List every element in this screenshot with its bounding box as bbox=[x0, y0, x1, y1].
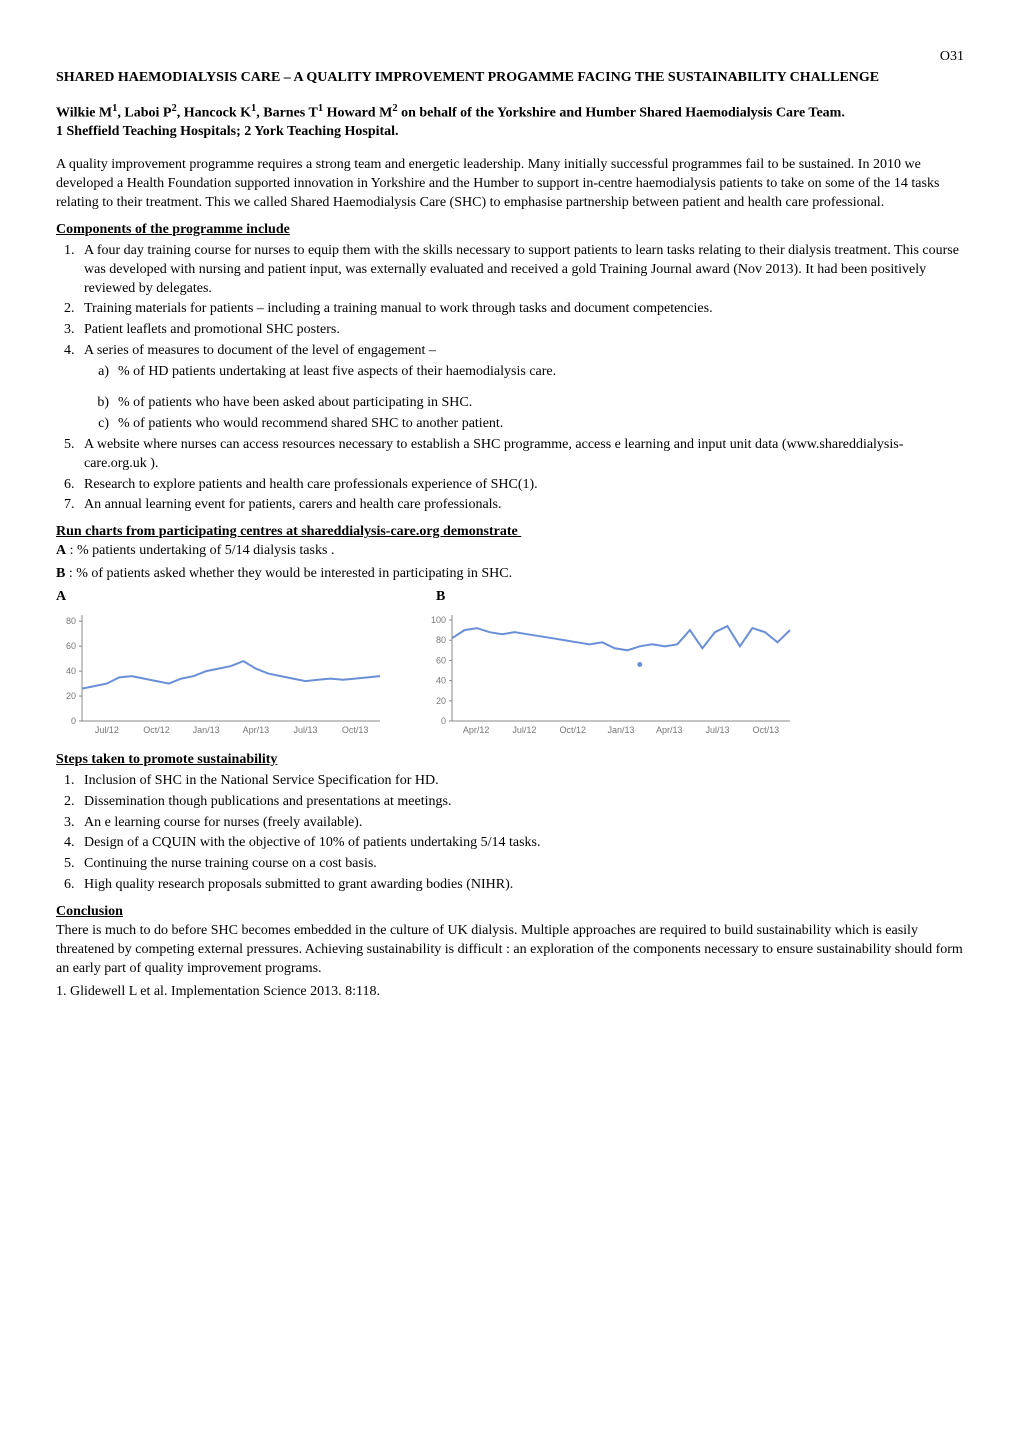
components-heading: Components of the programme include bbox=[56, 221, 964, 240]
step-item: Inclusion of SHC in the National Service… bbox=[78, 772, 964, 791]
conclusion-paragraph: There is much to do before SHC becomes e… bbox=[56, 922, 964, 979]
charts-row: 0 20 40 60 80 Jul/12 Oct/12 Jan/13 Apr/13 Jul/13 O… bbox=[56, 609, 964, 739]
svg-text:Oct/12: Oct/12 bbox=[559, 725, 586, 735]
svg-text:100: 100 bbox=[431, 615, 446, 625]
chart-a-header: A bbox=[56, 588, 436, 607]
svg-text:Jul/12: Jul/12 bbox=[512, 725, 536, 735]
series-b-caption: B : % of patients asked whether they wou… bbox=[56, 565, 964, 584]
steps-list: Inclusion of SHC in the National Service… bbox=[56, 772, 964, 895]
chart-b-header: B bbox=[436, 588, 445, 607]
authors: Wilkie M1, Laboi P2, Hancock K1, Barnes … bbox=[56, 102, 964, 124]
affiliation: 1 Sheffield Teaching Hospitals; 2 York T… bbox=[56, 123, 964, 142]
component-item: A series of measures to document of the … bbox=[78, 342, 964, 434]
component-item: Training materials for patients – includ… bbox=[78, 300, 964, 319]
page-code: O31 bbox=[56, 48, 964, 67]
series-a-caption: A : % patients undertaking of 5/14 dialy… bbox=[56, 542, 964, 561]
measure-item: % of patients who have been asked about … bbox=[116, 394, 964, 413]
step-item: Dissemination though publications and pr… bbox=[78, 793, 964, 812]
svg-text:80: 80 bbox=[66, 616, 76, 626]
svg-text:Jul/12: Jul/12 bbox=[95, 725, 119, 735]
component-item: A four day training course for nurses to… bbox=[78, 242, 964, 299]
component-item-text: A series of measures to document of the … bbox=[84, 343, 436, 358]
chart-a: 0 20 40 60 80 Jul/12 Oct/12 Jan/13 Apr/13 Jul/13 O… bbox=[56, 609, 386, 739]
runcharts-heading: Run charts from participating centres at… bbox=[56, 523, 964, 542]
title: SHARED HAEMODIALYSIS CARE – A QUALITY IM… bbox=[56, 69, 964, 88]
reference: 1. Glidewell L et al. Implementation Sci… bbox=[56, 983, 964, 1002]
svg-text:Jul/13: Jul/13 bbox=[706, 725, 730, 735]
component-item: A website where nurses can access resour… bbox=[78, 436, 964, 474]
step-item: An e learning course for nurses (freely … bbox=[78, 814, 964, 833]
measure-item: % of patients who would recommend shared… bbox=[116, 415, 964, 434]
svg-text:60: 60 bbox=[66, 641, 76, 651]
svg-text:40: 40 bbox=[66, 666, 76, 676]
chart-b: 0 20 40 60 80 100 Apr/12 Jul/12 Oct/12 Jan/13 Apr/… bbox=[426, 609, 796, 739]
svg-text:Apr/13: Apr/13 bbox=[243, 725, 270, 735]
svg-text:Jan/13: Jan/13 bbox=[193, 725, 220, 735]
svg-text:80: 80 bbox=[436, 635, 446, 645]
svg-text:Oct/13: Oct/13 bbox=[342, 725, 369, 735]
components-list: A four day training course for nurses to… bbox=[56, 242, 964, 516]
measure-item: % of HD patients undertaking at least fi… bbox=[116, 363, 964, 382]
conclusion-heading: Conclusion bbox=[56, 903, 964, 922]
svg-text:Oct/12: Oct/12 bbox=[143, 725, 170, 735]
svg-text:Jan/13: Jan/13 bbox=[607, 725, 634, 735]
component-item: Research to explore patients and health … bbox=[78, 476, 964, 495]
steps-heading: Steps taken to promote sustainability bbox=[56, 751, 964, 770]
step-item: Continuing the nurse training course on … bbox=[78, 855, 964, 874]
intro-paragraph: A quality improvement programme requires… bbox=[56, 156, 964, 213]
measures-list: % of HD patients undertaking at least fi… bbox=[84, 363, 964, 434]
svg-text:20: 20 bbox=[66, 691, 76, 701]
svg-text:Jul/13: Jul/13 bbox=[293, 725, 317, 735]
svg-text:0: 0 bbox=[441, 716, 446, 726]
component-item: Patient leaflets and promotional SHC pos… bbox=[78, 321, 964, 340]
svg-text:60: 60 bbox=[436, 655, 446, 665]
svg-text:Apr/12: Apr/12 bbox=[463, 725, 490, 735]
svg-text:20: 20 bbox=[436, 696, 446, 706]
svg-text:0: 0 bbox=[71, 716, 76, 726]
svg-text:40: 40 bbox=[436, 676, 446, 686]
component-item: An annual learning event for patients, c… bbox=[78, 496, 964, 515]
svg-text:Apr/13: Apr/13 bbox=[656, 725, 683, 735]
step-item: Design of a CQUIN with the objective of … bbox=[78, 834, 964, 853]
svg-text:Oct/13: Oct/13 bbox=[753, 725, 780, 735]
step-item: High quality research proposals submitte… bbox=[78, 876, 964, 895]
